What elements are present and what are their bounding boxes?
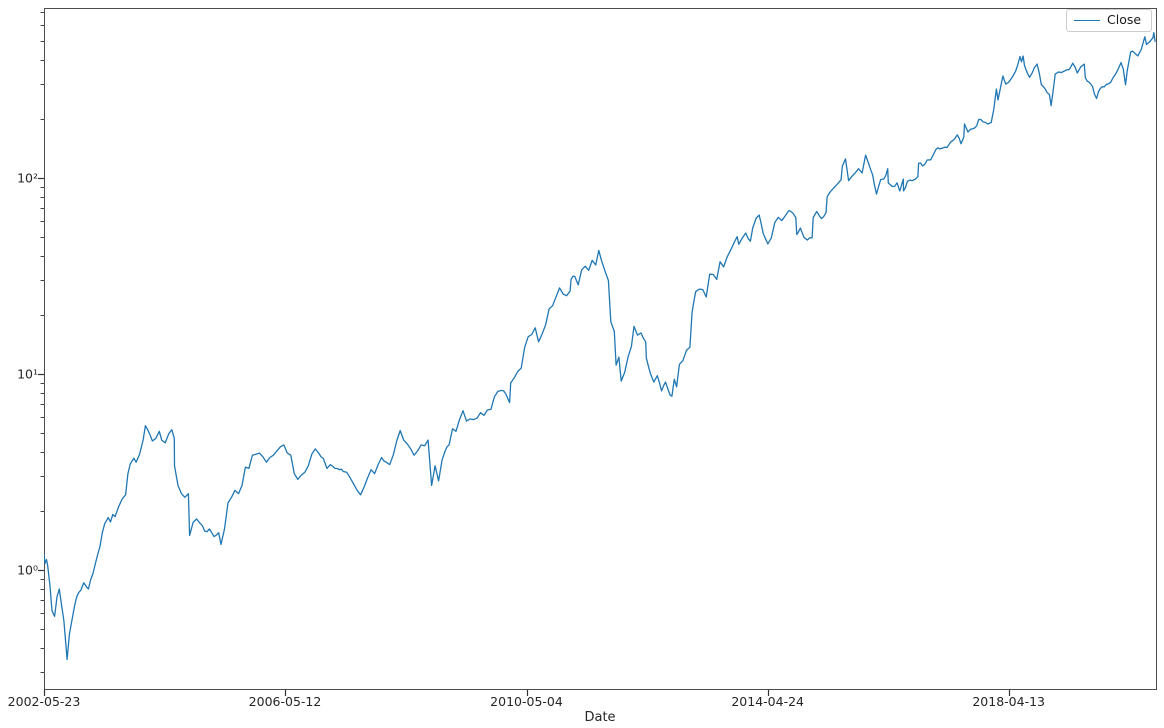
y-tick-label: 10² [17, 170, 38, 186]
plot-border [44, 8, 1157, 690]
legend: Close [1066, 9, 1152, 32]
x-tick-label: 2002-05-23 [7, 694, 81, 709]
x-tick-label: 2018-04-13 [972, 694, 1045, 709]
x-axis-title: Date [584, 710, 616, 725]
legend-line-sample [1074, 20, 1100, 21]
close-price-line [44, 31, 1156, 661]
y-tick-label: 10¹ [17, 366, 38, 382]
y-tick-label: 10⁰ [17, 562, 38, 578]
x-tick-label: 2010-05-04 [490, 694, 563, 709]
legend-label: Close [1107, 12, 1142, 28]
x-tick-label: 2014-04-24 [731, 694, 804, 709]
x-tick-label: 2006-05-12 [248, 694, 322, 709]
